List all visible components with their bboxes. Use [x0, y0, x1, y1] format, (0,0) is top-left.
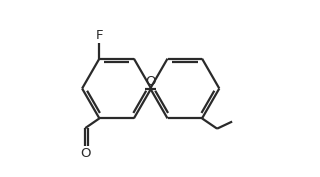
Text: F: F — [96, 29, 103, 42]
Text: O: O — [146, 75, 156, 88]
Text: O: O — [80, 147, 91, 160]
